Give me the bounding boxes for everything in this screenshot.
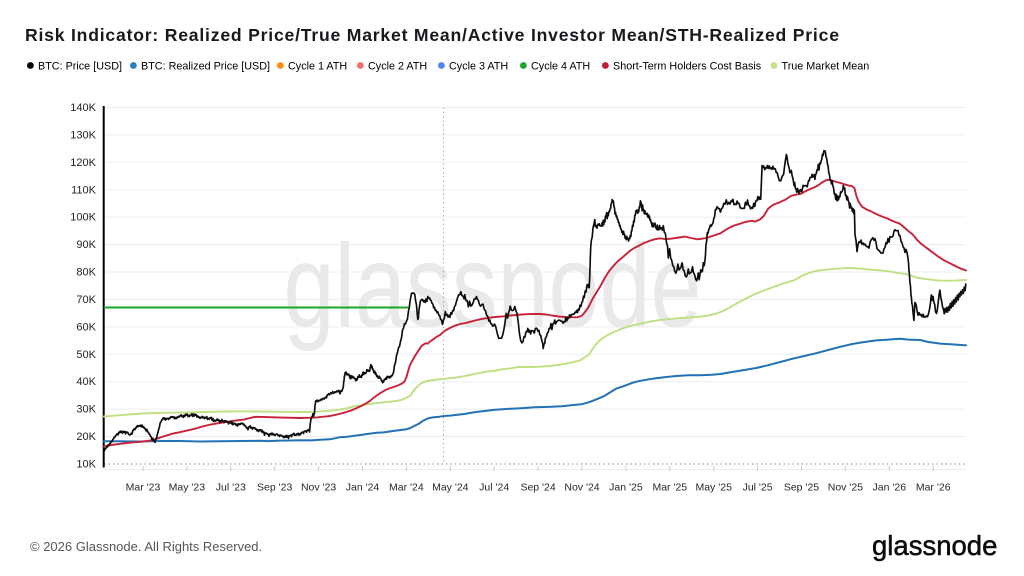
svg-text:100K: 100K	[70, 212, 96, 224]
svg-text:Cycle 4 ATH: Cycle 4 ATH	[531, 61, 590, 73]
svg-text:Jan '25: Jan '25	[609, 482, 643, 494]
svg-text:Mar '26: Mar '26	[916, 482, 951, 494]
svg-text:Mar '23: Mar '23	[126, 482, 161, 494]
svg-text:BTC: Price [USD]: BTC: Price [USD]	[38, 61, 122, 73]
svg-text:110K: 110K	[71, 184, 97, 196]
svg-text:glassnode: glassnode	[872, 530, 997, 561]
svg-text:Sep '24: Sep '24	[520, 482, 555, 494]
svg-text:40K: 40K	[76, 376, 96, 388]
svg-text:140K: 140K	[70, 102, 96, 114]
svg-text:90K: 90K	[76, 239, 96, 251]
svg-text:Short-Term Holders Cost Basis: Short-Term Holders Cost Basis	[613, 61, 762, 73]
svg-text:BTC: Realized Price [USD]: BTC: Realized Price [USD]	[141, 61, 270, 73]
svg-text:Jul '24: Jul '24	[479, 482, 509, 494]
svg-text:Jan '26: Jan '26	[873, 482, 907, 494]
svg-text:50K: 50K	[76, 349, 96, 361]
svg-text:Cycle 2 ATH: Cycle 2 ATH	[368, 61, 427, 73]
svg-text:20K: 20K	[76, 431, 96, 443]
svg-text:Mar '25: Mar '25	[652, 482, 687, 494]
svg-text:glassnode: glassnode	[284, 220, 702, 352]
svg-text:Jan '24: Jan '24	[346, 482, 380, 494]
svg-text:Sep '25: Sep '25	[784, 482, 819, 494]
svg-text:True Market Mean: True Market Mean	[782, 61, 870, 73]
svg-text:Risk Indicator: Realized Price: Risk Indicator: Realized Price/True Mark…	[25, 25, 840, 45]
svg-text:© 2026 Glassnode. All Rights R: © 2026 Glassnode. All Rights Reserved.	[30, 539, 262, 554]
svg-text:Mar '24: Mar '24	[389, 482, 424, 494]
svg-text:Nov '25: Nov '25	[828, 482, 863, 494]
svg-text:Cycle 3 ATH: Cycle 3 ATH	[449, 61, 508, 73]
svg-text:Nov '23: Nov '23	[301, 482, 336, 494]
svg-text:May '25: May '25	[695, 482, 732, 494]
svg-text:70K: 70K	[76, 294, 96, 306]
svg-text:60K: 60K	[76, 321, 96, 333]
svg-text:Cycle 1 ATH: Cycle 1 ATH	[288, 61, 347, 73]
svg-text:Jul '25: Jul '25	[743, 482, 773, 494]
svg-text:May '24: May '24	[432, 482, 469, 494]
svg-text:Sep '23: Sep '23	[257, 482, 292, 494]
svg-text:Nov '24: Nov '24	[564, 482, 599, 494]
svg-text:10K: 10K	[76, 459, 96, 471]
svg-text:120K: 120K	[70, 157, 96, 169]
svg-text:130K: 130K	[70, 129, 96, 141]
svg-text:May '23: May '23	[169, 482, 206, 494]
svg-text:80K: 80K	[76, 267, 96, 279]
svg-text:30K: 30K	[76, 404, 96, 416]
svg-text:Jul '23: Jul '23	[216, 482, 246, 494]
